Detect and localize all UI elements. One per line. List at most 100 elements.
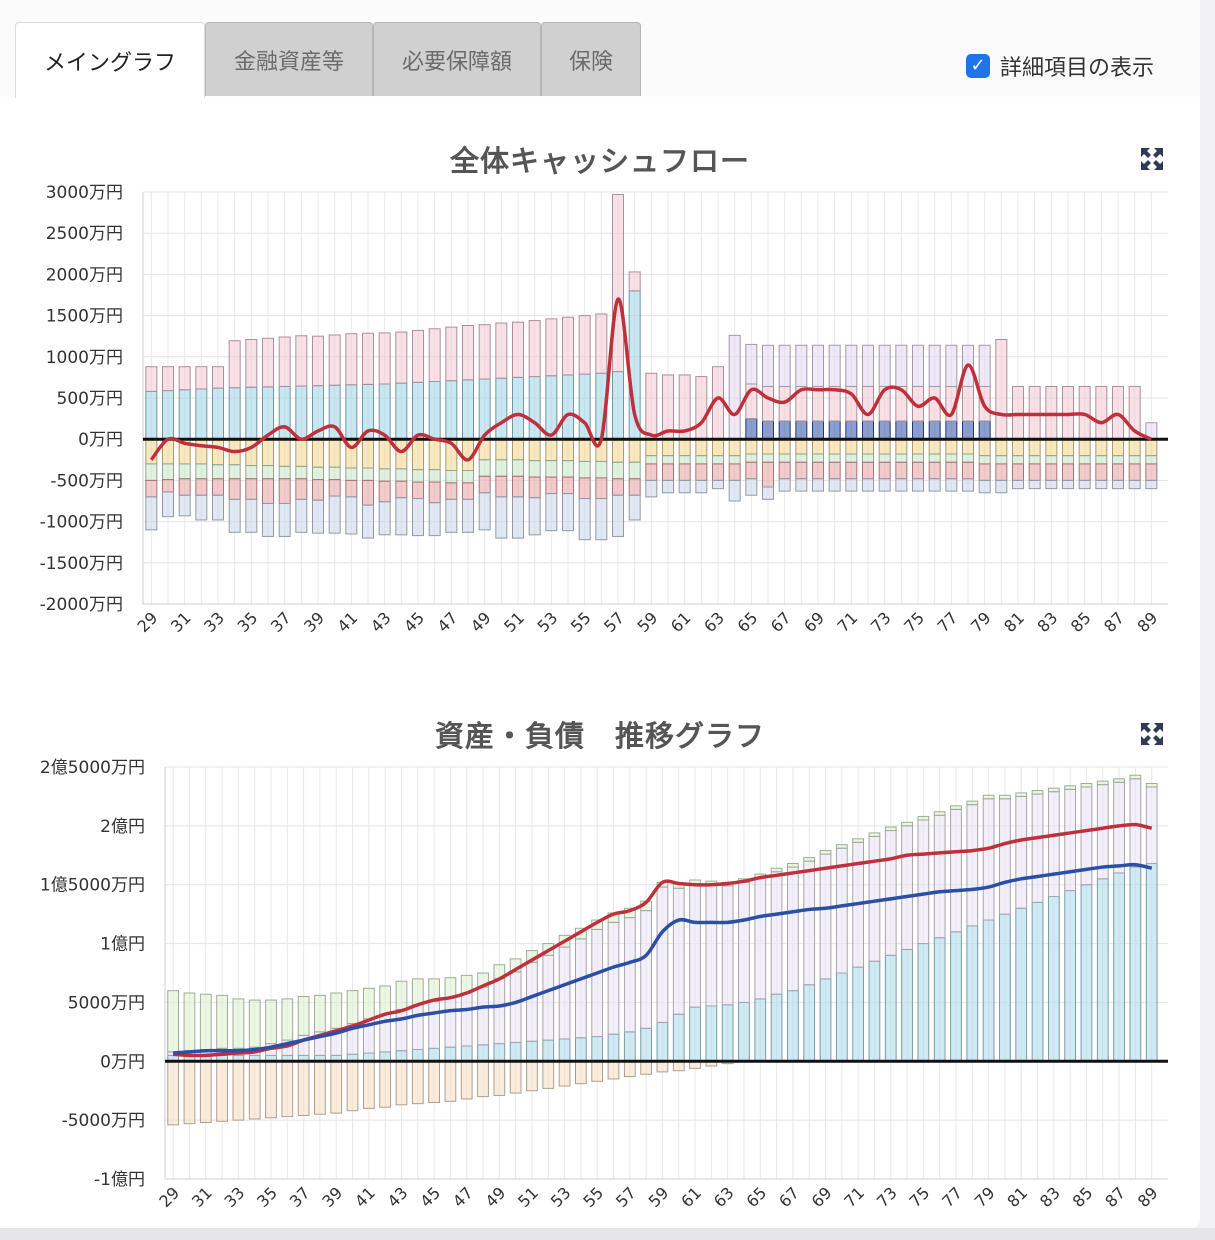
bar-asset-cash[interactable] [542,1039,555,1062]
bar-asset-investment[interactable] [721,885,734,1006]
detail-toggle[interactable]: ✓ 詳細項目の表示 [966,50,1154,82]
bar-asset-cash[interactable] [868,960,881,1062]
bar-expense-insurance[interactable] [662,455,674,465]
bar-income-salary[interactable] [612,371,624,440]
bar-expense-insurance[interactable] [462,470,474,484]
bar-income-pension-2[interactable] [978,344,991,387]
bar-asset-other[interactable] [199,993,212,1051]
bar-expense-other[interactable] [845,478,858,492]
bar-expense-tax[interactable] [395,480,408,499]
bar-income-salary[interactable] [562,374,574,440]
bar-asset-cash[interactable] [982,919,995,1062]
bar-income-salary[interactable] [245,386,258,440]
bar-expense-insurance[interactable] [912,453,924,463]
bar-expense-living[interactable] [328,438,341,468]
bar-liability-loan[interactable] [477,1060,489,1098]
bar-expense-tax[interactable] [695,463,708,481]
bar-expense-other[interactable] [1095,479,1108,490]
bar-expense-living[interactable] [278,438,291,467]
bar-expense-insurance[interactable] [628,461,641,480]
bar-income-other[interactable] [178,366,191,391]
bar-expense-other[interactable] [1045,479,1058,490]
bar-expense-tax[interactable] [312,479,324,501]
bar-expense-insurance[interactable] [495,459,508,477]
bar-expense-tax[interactable] [478,475,491,494]
bar-expense-other[interactable] [578,498,591,541]
bar-income-other[interactable] [995,338,1008,440]
bar-expense-other[interactable] [1112,479,1124,490]
bar-income-pension-2[interactable] [945,344,958,387]
bar-expense-insurance[interactable] [795,453,808,463]
bar-expense-living[interactable] [895,438,908,455]
bar-expense-living[interactable] [862,438,874,455]
bar-liability-loan[interactable] [640,1060,652,1075]
bar-asset-other[interactable] [1129,774,1142,780]
bar-liability-loan[interactable] [346,1060,359,1112]
bar-expense-living[interactable] [745,438,758,455]
bar-expense-insurance[interactable] [778,453,791,463]
bar-expense-insurance[interactable] [412,469,424,483]
bar-expense-insurance[interactable] [595,460,608,479]
bar-income-pension[interactable] [912,420,924,440]
bar-expense-living[interactable] [262,438,274,467]
bar-expense-insurance[interactable] [1078,455,1091,465]
tab-financial-assets[interactable]: 金融資産等 [205,22,373,96]
bar-asset-investment[interactable] [933,814,946,939]
bar-liability-loan[interactable] [411,1060,424,1105]
bar-expense-living[interactable] [928,438,941,455]
bar-asset-other[interactable] [950,805,962,810]
bar-income-pension[interactable] [745,418,758,440]
bar-expense-living[interactable] [712,438,724,457]
bar-expense-insurance[interactable] [562,460,574,478]
bar-income-other[interactable] [195,366,208,390]
bar-asset-investment[interactable] [1096,784,1109,880]
bar-expense-insurance[interactable] [895,453,908,463]
bar-expense-other[interactable] [912,478,924,492]
bar-income-pension-2[interactable] [762,344,774,387]
bar-asset-cash[interactable] [640,1027,652,1062]
bar-income-other[interactable] [228,340,241,389]
bar-expense-insurance[interactable] [878,453,891,463]
bar-asset-cash[interactable] [493,1043,506,1062]
bar-asset-other[interactable] [1047,787,1060,793]
bar-expense-insurance[interactable] [845,453,858,463]
tab-insurance[interactable]: 保険 [541,22,641,96]
bar-asset-other[interactable] [933,811,946,816]
bar-asset-cash[interactable] [721,1004,734,1062]
bar-asset-cash[interactable] [1015,907,1028,1062]
bar-expense-insurance[interactable] [195,463,208,480]
bar-income-pension-2[interactable] [795,344,808,387]
bar-expense-tax[interactable] [778,461,791,480]
bar-asset-cash[interactable] [803,984,816,1062]
bar-expense-tax[interactable] [645,463,658,481]
bar-income-other[interactable] [562,316,574,376]
bar-asset-other[interactable] [167,990,180,1053]
bar-asset-cash[interactable] [509,1041,522,1062]
bar-asset-investment[interactable] [509,971,522,1043]
bar-expense-insurance[interactable] [812,453,824,463]
bar-expense-other[interactable] [828,478,841,492]
bar-expense-insurance[interactable] [428,469,441,483]
bar-asset-investment[interactable] [526,961,538,1042]
bar-expense-living[interactable] [1128,438,1141,457]
bar-expense-other[interactable] [695,479,708,494]
bar-expense-living[interactable] [978,438,991,457]
bar-expense-other[interactable] [945,478,958,492]
bar-asset-other[interactable] [265,999,277,1045]
bar-expense-other[interactable] [762,486,774,500]
bar-expense-insurance[interactable] [945,453,958,463]
bar-expense-living[interactable] [1095,438,1108,457]
bar-expense-tax[interactable] [812,461,824,480]
bar-asset-investment[interactable] [411,1004,424,1051]
bar-asset-cash[interactable] [1080,884,1093,1062]
bar-asset-other[interactable] [444,977,457,999]
bar-expense-tax[interactable] [1045,463,1058,481]
bar-liability-loan[interactable] [265,1060,277,1119]
bar-expense-insurance[interactable] [612,461,624,480]
bar-income-salary[interactable] [395,382,408,440]
bar-expense-other[interactable] [478,492,491,531]
bar-asset-investment[interactable] [656,886,669,1023]
bar-expense-other[interactable] [1062,479,1074,490]
bar-expense-tax[interactable] [295,478,308,500]
bar-income-pension-2[interactable] [862,344,874,387]
